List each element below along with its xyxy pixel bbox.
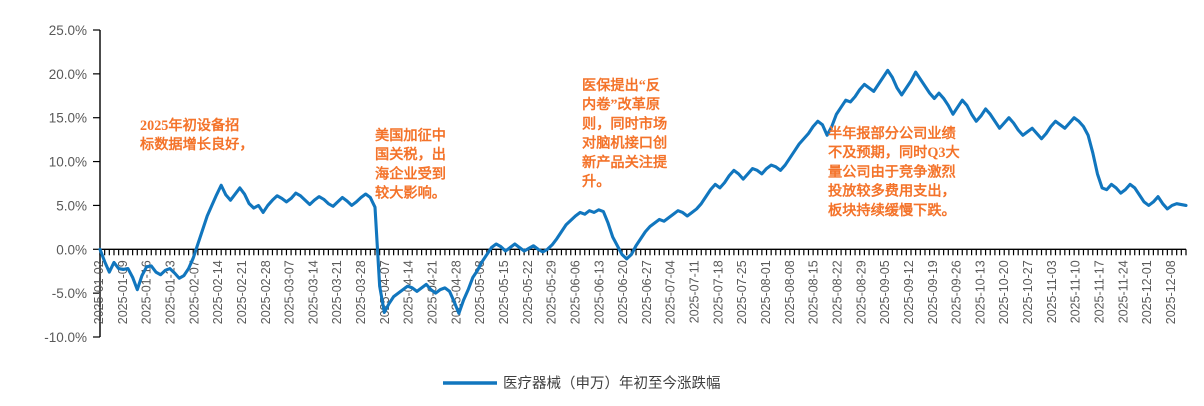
y-axis-label: 20.0% [49, 67, 87, 82]
x-axis-label: 2025-10-20 [997, 260, 1011, 324]
series-group [98, 68, 1188, 315]
annotation-line: 标数据增长良好， [139, 136, 254, 153]
x-axis-label: 2025-03-14 [306, 260, 320, 324]
annotation-line: 量公司由于竞争激烈 [828, 163, 956, 180]
x-axis-label: 2025-12-08 [1164, 260, 1178, 324]
x-axis-label: 2025-06-20 [616, 260, 630, 324]
x-axis-label: 2025-09-12 [902, 260, 916, 324]
y-axis-label: 15.0% [49, 111, 87, 126]
x-axis-label: 2025-07-11 [688, 260, 702, 323]
x-axis-label: 2025-06-06 [568, 260, 582, 324]
annotation-line: 则，同时市场 [582, 115, 667, 132]
legend-label: 医疗器械（申万）年初至今涨跌幅 [503, 375, 721, 392]
annotation-line: 国关税，出 [375, 146, 446, 163]
y-axis-label: 5.0% [56, 198, 87, 213]
x-axis-label: 2025-05-08 [473, 260, 487, 324]
x-axis-label: 2025-01-09 [116, 260, 130, 324]
annotation-line: 升。 [582, 173, 610, 190]
annotation-line: 新产品关注提 [582, 154, 668, 171]
x-axis-label: 2025-07-18 [711, 260, 725, 324]
x-axis-label: 2025-07-25 [735, 260, 749, 324]
x-axis-label: 2025-11-17 [1093, 260, 1107, 323]
annotation-line: 内卷”改革原 [582, 96, 660, 113]
annotation-line: 板块持续缓慢下跌。 [828, 202, 956, 219]
y-axis-label: -10.0% [44, 330, 87, 345]
y-axis-label: 25.0% [49, 23, 87, 38]
annotation-line: 对脑机接口创 [582, 135, 667, 152]
x-axis-label: 2025-05-29 [545, 260, 559, 324]
x-axis-label: 2025-12-01 [1140, 260, 1154, 324]
x-axis-label: 2025-03-21 [330, 260, 344, 324]
x-axis-label: 2025-09-19 [926, 260, 940, 324]
x-axis-label: 2025-08-22 [830, 260, 844, 324]
x-axis-label: 2025-02-14 [211, 260, 225, 324]
y-axis-label: 10.0% [49, 155, 87, 170]
x-axis-label: 2025-07-04 [664, 260, 678, 324]
x-axis-label: 2025-10-27 [1021, 260, 1035, 324]
x-axis-label: 2025-08-01 [759, 260, 773, 324]
x-axis-label: 2025-08-29 [854, 260, 868, 324]
x-axis-label: 2025-10-13 [973, 260, 987, 324]
x-axis-label: 2025-08-08 [783, 260, 797, 324]
x-axis-label: 2025-09-26 [950, 260, 964, 324]
x-axis-tickmark-group [99, 249, 1187, 256]
x-axis-label: 2025-06-13 [592, 260, 606, 324]
annotation-line: 海企业受到 [375, 165, 446, 182]
x-axis-label: 2025-06-27 [640, 260, 654, 324]
annotation-line: 不及预期，同时Q3大 [828, 144, 960, 161]
x-axis-label: 2025-04-14 [402, 260, 416, 324]
x-axis-label: 2025-05-15 [497, 260, 511, 324]
x-axis-label-group: 2025-01-02 2025-01-09 2025-01-16 2025-01-23… [92, 260, 1178, 324]
x-axis-label: 2025-05-22 [521, 260, 535, 324]
x-axis-label: 2025-04-07 [378, 260, 392, 324]
x-axis-label: 2025-02-28 [259, 260, 273, 324]
y-axis-label: -5.0% [52, 286, 87, 301]
y-axis-tick-group: 25.0% 20.0% 15.0% 10.0% 5.0% 0.0% -5.0% -10.0% [44, 23, 100, 345]
series-line-medical-devices [98, 68, 1188, 315]
y-axis-label: 0.0% [56, 242, 87, 257]
x-axis-label: 2025-01-23 [163, 260, 177, 324]
x-axis-label: 2025-11-03 [1045, 260, 1059, 323]
x-axis-label: 2025-03-07 [283, 260, 297, 324]
annotation-line: 美国加征中 [375, 127, 446, 144]
chart-legend: 医疗器械（申万）年初至今涨跌幅 [443, 375, 721, 392]
x-axis-label: 2025-08-15 [807, 260, 821, 324]
annotation-line: 投放较多费用支出， [828, 183, 956, 200]
x-axis-label: 2025-11-24 [1116, 260, 1130, 323]
annotation-line: 较大影响。 [375, 185, 446, 202]
x-axis-label: 2025-02-07 [187, 260, 201, 324]
annotation-line: 2025年初设备招 [140, 117, 239, 134]
x-axis-label: 2025-03-28 [354, 260, 368, 324]
x-axis-label: 2025-01-02 [92, 260, 106, 324]
annotation-line: 医保提出“反 [582, 77, 660, 94]
x-axis-label: 2025-09-05 [878, 260, 892, 324]
x-axis-label: 2025-02-21 [235, 260, 249, 324]
x-axis-label: 2025-11-10 [1069, 260, 1083, 323]
annotation-line: 半年报部分公司业绩 [828, 125, 957, 142]
